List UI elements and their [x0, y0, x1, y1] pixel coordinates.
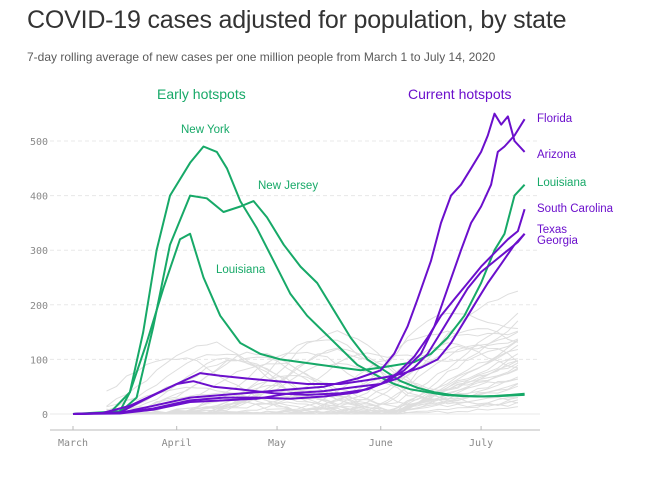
series-label-south-carolina: South Carolina: [537, 203, 614, 215]
current-hotspots-label: Current hotspots: [408, 86, 512, 102]
background-state-line: [106, 348, 519, 415]
y-axis-ticks: 0 100 200 300 400 500: [30, 137, 48, 421]
series-lines: [72, 112, 526, 415]
series-label-new-jersey: New Jersey: [258, 180, 318, 192]
x-tick-label: April: [162, 438, 192, 449]
background-state-line: [106, 351, 519, 415]
y-tick-label: 0: [42, 410, 48, 421]
series-label-arizona: Arizona: [537, 149, 577, 161]
y-tick-label: 100: [30, 355, 48, 366]
x-tick-label: July: [469, 438, 493, 449]
x-tick-label: March: [58, 438, 88, 449]
x-tick-label: June: [369, 438, 393, 449]
early-hotspots-label: Early hotspots: [157, 86, 246, 102]
y-tick-label: 300: [30, 246, 48, 257]
series-line-georgia: [72, 233, 526, 415]
series-label-florida: Florida: [537, 113, 573, 125]
background-state-line: [106, 338, 519, 415]
y-tick-label: 500: [30, 137, 48, 148]
series-line-texas: [72, 233, 526, 415]
series-label-georgia: Georgia: [537, 235, 579, 247]
series-line-new-jersey: [72, 194, 525, 415]
chart-title: COVID-19 cases adjusted for population, …: [27, 6, 567, 34]
chart-subtitle: 7-day rolling average of new cases per o…: [27, 50, 496, 64]
series-line-arizona: [72, 112, 526, 415]
series-labels: New York New Jersey Louisiana Louisiana Flor…: [181, 113, 614, 276]
x-axis-ticks: March April May June July: [50, 426, 540, 449]
x-tick-label: May: [268, 438, 286, 449]
y-tick-label: 400: [30, 192, 48, 203]
series-line-south-carolina: [72, 208, 526, 415]
series-label-louisiana: Louisiana: [537, 177, 587, 189]
background-state-line: [106, 362, 519, 415]
series-label-louisiana: Louisiana: [216, 264, 266, 276]
series-label-new-york: New York: [181, 124, 230, 136]
y-tick-label: 200: [30, 301, 48, 312]
background-state-line: [106, 320, 519, 415]
series-line-louisiana: [72, 184, 526, 415]
background-state-line: [106, 391, 519, 415]
series-label-texas: Texas: [537, 224, 567, 236]
background-state-line: [106, 397, 518, 415]
